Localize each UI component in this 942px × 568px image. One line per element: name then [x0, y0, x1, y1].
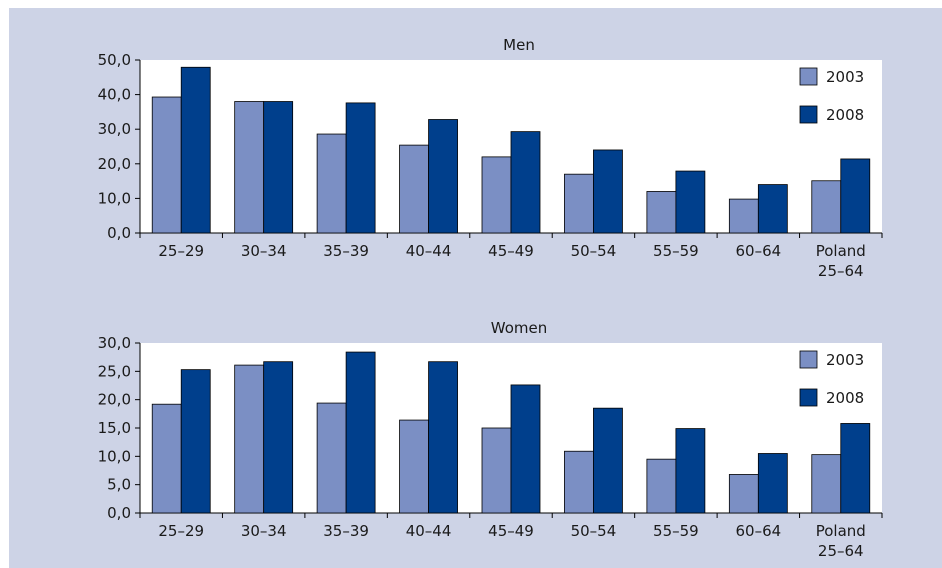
- bar-2008-4: [428, 119, 458, 234]
- bar-2008-1: [180, 369, 211, 514]
- y-tick-label: 25,0: [98, 362, 131, 380]
- bar-2008-9: [840, 158, 871, 234]
- bar-2003-5: [481, 427, 512, 514]
- bar-2003-9: [811, 454, 842, 514]
- bar-2003-8: [728, 198, 759, 234]
- bar-2003-9: [811, 180, 842, 234]
- y-tick-label: 50,0: [98, 51, 131, 69]
- bar-2008-2: [263, 361, 294, 514]
- x-tick-label: 55–59: [653, 522, 699, 540]
- bar-2008-2: [263, 101, 294, 234]
- legend-swatch-2008: [799, 105, 818, 124]
- x-tick-label: 25–29: [158, 242, 204, 260]
- y-tick-label: 20,0: [98, 155, 131, 173]
- y-tick-label: 30,0: [98, 334, 131, 352]
- bar-2008-4: [428, 361, 458, 514]
- legend-label-2003: 2003: [826, 351, 864, 369]
- legend-swatch-2008: [799, 388, 818, 407]
- bar-2003-3: [316, 133, 347, 234]
- bar-2008-7: [675, 170, 706, 234]
- y-tick-label: 10,0: [98, 447, 131, 465]
- x-tick-label: 30–34: [241, 522, 287, 540]
- x-tick-label: 25–64: [818, 542, 864, 560]
- bar-2008-3: [345, 351, 376, 514]
- y-tick-label: 30,0: [98, 120, 131, 138]
- y-tick-label: 10,0: [98, 189, 131, 207]
- legend-swatch-2003: [799, 67, 818, 86]
- x-tick-label: 50–54: [571, 522, 617, 540]
- chart-title: Women: [491, 319, 547, 337]
- charts-canvas: Men 0,0 10,0 20,0 30,0 40,0 50,0 25–29 30–34 35–3…: [98, 36, 883, 560]
- bar-2008-1: [180, 66, 211, 234]
- figure-panel: Men 0,0 10,0 20,0 30,0 40,0 50,0 25–29 30–34 35–3…: [9, 8, 942, 568]
- bar-2003-2: [234, 364, 265, 514]
- bar-2003-2: [234, 101, 265, 234]
- y-tick-label: 15,0: [98, 419, 131, 437]
- bar-2008-7: [675, 428, 706, 514]
- y-tick-label: 0,0: [107, 224, 131, 242]
- x-tick-label: 40–44: [406, 522, 452, 540]
- x-tick-label: 35–39: [323, 522, 369, 540]
- bar-2003-6: [564, 450, 594, 514]
- bar-2008-8: [757, 184, 788, 234]
- y-tick-label: 20,0: [98, 391, 131, 409]
- x-tick-label: 50–54: [571, 242, 617, 260]
- x-tick-label: 45–49: [488, 242, 534, 260]
- x-tick-label: 45–49: [488, 522, 534, 540]
- legend-swatch-2003: [799, 350, 818, 369]
- chart-title: Men: [503, 36, 535, 54]
- legend-label-2008: 2008: [826, 106, 864, 124]
- bar-2003-1: [151, 96, 182, 234]
- bar-2008-3: [345, 102, 376, 234]
- bar-2008-9: [840, 423, 871, 514]
- y-tick-label: 40,0: [98, 86, 131, 104]
- legend-label-2008: 2008: [826, 389, 864, 407]
- x-tick-label: Poland: [816, 242, 866, 260]
- bar-2008-5: [510, 384, 541, 514]
- bar-2003-1: [151, 403, 182, 514]
- legend-label-2003: 2003: [826, 68, 864, 86]
- x-tick-label: 55–59: [653, 242, 699, 260]
- bar-2003-7: [646, 191, 677, 234]
- x-tick-label: 60–64: [735, 522, 781, 540]
- x-tick-label: 25–29: [158, 522, 204, 540]
- bar-2003-4: [399, 419, 429, 514]
- y-tick-label: 5,0: [107, 476, 131, 494]
- bar-2008-6: [593, 407, 623, 514]
- bar-2003-3: [316, 402, 347, 514]
- bar-2008-6: [593, 149, 623, 234]
- bar-2008-8: [757, 453, 788, 514]
- bar-2003-8: [728, 474, 759, 514]
- x-tick-label: 30–34: [241, 242, 287, 260]
- bar-2003-6: [564, 173, 594, 234]
- x-tick-label: Poland: [816, 522, 866, 540]
- x-tick-label: 60–64: [735, 242, 781, 260]
- x-tick-label: 40–44: [406, 242, 452, 260]
- bar-2008-5: [510, 131, 541, 234]
- bar-2003-7: [646, 458, 677, 514]
- bar-2003-5: [481, 156, 512, 234]
- x-tick-label: 35–39: [323, 242, 369, 260]
- bar-2003-4: [399, 144, 429, 234]
- x-tick-label: 25–64: [818, 262, 864, 280]
- y-tick-label: 0,0: [107, 504, 131, 522]
